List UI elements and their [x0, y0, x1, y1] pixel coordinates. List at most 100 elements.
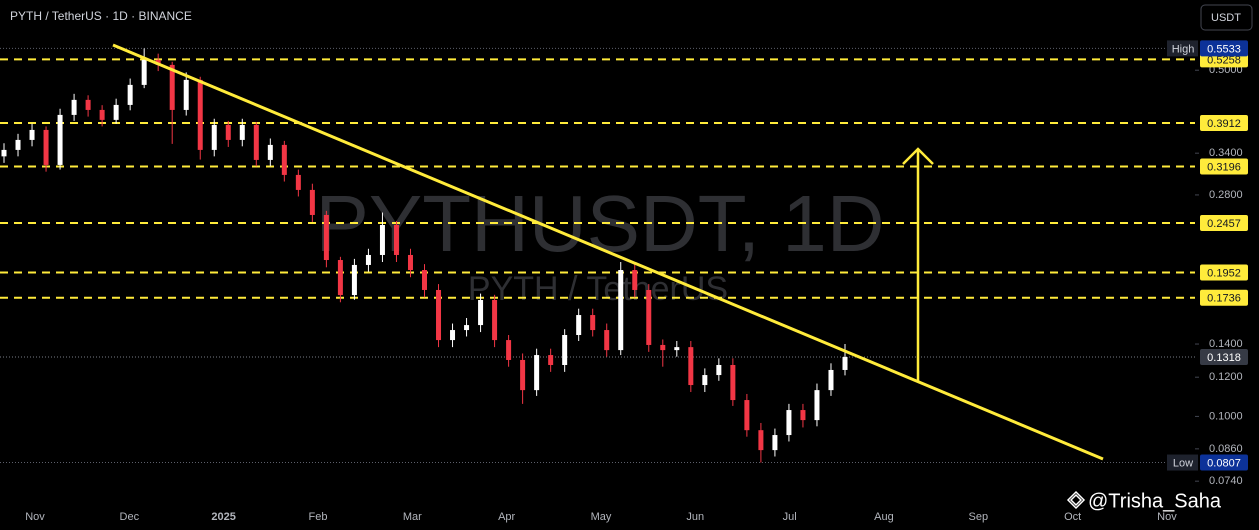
- target-arrow: [902, 147, 934, 382]
- level-tag: [1200, 114, 1248, 131]
- arrow-head: [902, 147, 934, 165]
- candle-body: [464, 325, 470, 331]
- candle-body: [800, 410, 806, 421]
- level-tag: [1200, 158, 1248, 175]
- candle-body: [113, 104, 119, 120]
- extreme-label: 0.0807: [1207, 457, 1241, 469]
- watermark-name: PYTH / TetherUS: [468, 270, 728, 308]
- candle-body: [716, 364, 722, 376]
- candle-body: [604, 330, 610, 351]
- candle-body: [169, 64, 175, 110]
- last-price-label: 0.1318: [1207, 352, 1241, 364]
- candle-body: [407, 254, 413, 271]
- candle-body: [239, 124, 245, 140]
- candle-body: [197, 79, 203, 150]
- y-tick-label: 0.0860: [1209, 443, 1243, 455]
- candle-body: [842, 357, 848, 370]
- candle-body: [351, 264, 357, 296]
- candle-body: [15, 139, 21, 150]
- candle-body: [660, 344, 666, 351]
- level-tag: [1200, 264, 1248, 281]
- currency-button[interactable]: [1200, 4, 1253, 31]
- candle-body: [211, 124, 217, 150]
- candle-body: [772, 435, 778, 451]
- candle-body: [534, 355, 540, 391]
- x-tick-label: Dec: [120, 511, 140, 523]
- x-tick-label: Apr: [498, 511, 515, 523]
- candle-body: [379, 224, 385, 255]
- level-label: 0.3196: [1207, 161, 1241, 173]
- level-label: 0.5258: [1207, 54, 1241, 66]
- extreme-name: High: [1172, 43, 1195, 55]
- level-tag: [1200, 215, 1248, 232]
- y-tick-label: 0.3400: [1209, 147, 1243, 159]
- candle-body: [183, 79, 189, 110]
- candle-body: [267, 144, 273, 160]
- x-tick-label: Jun: [686, 511, 704, 523]
- candle-body: [744, 400, 750, 431]
- candle-body: [99, 109, 105, 120]
- x-tick-label: Jul: [783, 511, 797, 523]
- candle-body: [632, 270, 638, 290]
- author-icon: [1066, 490, 1086, 510]
- y-tick-label: 0.1400: [1209, 338, 1243, 350]
- candle-body: [29, 129, 35, 140]
- level-label: 0.2457: [1207, 218, 1241, 230]
- candle-body: [548, 355, 554, 365]
- candle-body: [253, 124, 259, 160]
- candle-body: [422, 270, 427, 290]
- candle-body: [337, 260, 343, 296]
- last-price-tag: [1200, 349, 1248, 366]
- candle-body: [281, 144, 287, 175]
- x-tick-label: Oct: [1064, 511, 1081, 523]
- candle-body: [646, 289, 652, 345]
- level-label: 0.1736: [1207, 293, 1241, 305]
- currency-label[interactable]: USDT: [1211, 12, 1241, 24]
- candle-body: [436, 289, 442, 341]
- x-tick-label: Mar: [403, 511, 422, 523]
- candle-body: [141, 59, 147, 85]
- candle-body: [127, 84, 133, 105]
- x-tick-label: 2025: [211, 511, 235, 523]
- trendline: [112, 43, 1104, 461]
- candle-body: [576, 315, 582, 336]
- candle-body: [758, 430, 764, 451]
- candle-body: [618, 270, 624, 351]
- candle-body: [702, 375, 708, 386]
- candle-body: [786, 410, 792, 436]
- candle-body: [688, 347, 694, 386]
- x-tick-label: Aug: [874, 511, 894, 523]
- candle-body: [71, 99, 77, 115]
- candle-body: [393, 224, 399, 255]
- extreme-tag: [1200, 40, 1248, 57]
- x-tick-label: Nov: [1157, 511, 1177, 523]
- candle-body: [225, 124, 231, 140]
- candle-body: [814, 390, 820, 421]
- candle-body: [730, 364, 736, 401]
- candle-body: [85, 99, 91, 110]
- candle-body: [828, 369, 834, 391]
- x-tick-label: Nov: [25, 511, 45, 523]
- extreme-name: Low: [1173, 457, 1193, 469]
- author-name: @Trisha_Saha: [1088, 490, 1222, 512]
- candle-body: [506, 340, 512, 360]
- candle-body: [674, 347, 680, 351]
- level-label: 0.1952: [1207, 267, 1241, 279]
- candle-body: [590, 315, 596, 331]
- candle-body: [492, 300, 498, 341]
- candle-body: [295, 174, 301, 190]
- y-tick-label: 0.2800: [1209, 189, 1243, 201]
- x-tick-label: May: [591, 511, 612, 523]
- candle-body: [520, 359, 526, 391]
- candle-body: [1, 149, 7, 157]
- candle-body: [365, 254, 371, 265]
- y-tick-label: 0.1000: [1209, 410, 1243, 422]
- y-tick-label: 0.0740: [1209, 475, 1243, 487]
- candle-body: [309, 189, 315, 215]
- level-label: 0.3912: [1207, 118, 1241, 130]
- extreme-tag: [1200, 454, 1248, 471]
- level-tag: [1200, 289, 1248, 306]
- x-tick-label: Feb: [309, 511, 328, 523]
